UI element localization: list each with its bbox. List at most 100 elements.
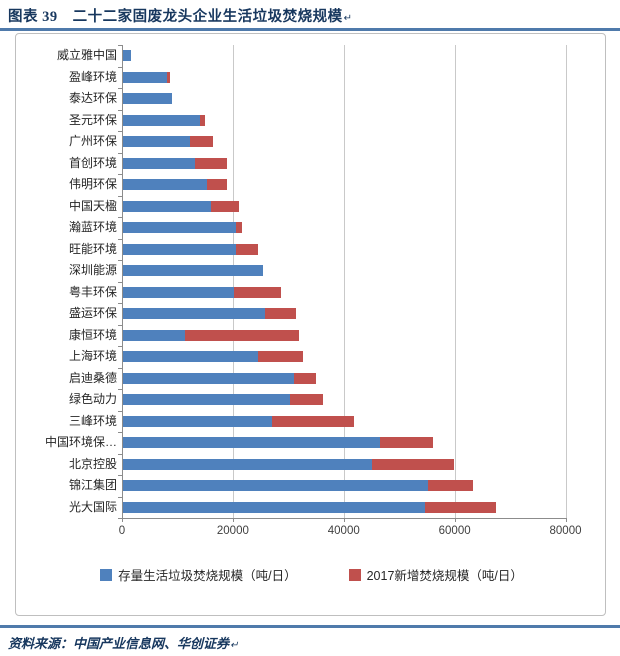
category-axis-tick [118,131,122,132]
category-label: 北京控股 [68,456,117,471]
category-label: 旺能环境 [68,241,117,256]
bar-segment-new-2017 [272,415,354,427]
gridline-x-80000 [565,45,567,518]
bar-segment-existing [123,372,294,384]
bar-segment-new-2017 [206,179,227,191]
value-axis-tick-label: 40000 [327,525,360,537]
category-axis-tick [118,66,122,68]
category-axis-tick [118,496,122,498]
bar-segment-new-2017 [194,157,227,169]
bar-segment-new-2017 [200,114,206,126]
bar-segment-new-2017 [184,329,300,341]
category-label: 盈峰环境 [68,69,117,84]
category-label: 锦江集团 [68,478,117,492]
bar-segment-new-2017 [236,222,242,234]
bar-segment-new-2017 [428,480,473,492]
legend-label-existing: 存量生活垃圾焚烧规模（吨/日） [118,569,297,583]
category-axis-tick [118,453,122,455]
bar-segment-new-2017 [258,351,303,363]
bar-segment-existing [123,265,264,277]
value-axis-tick [454,518,456,522]
bar-segment-existing [123,114,201,126]
legend-label-new-2017: 2017新增焚烧规模（吨/日） [366,569,523,583]
category-label: 圣元环保 [68,112,117,127]
category-label: 泰达环保 [68,91,117,105]
category-axis-tick [118,324,122,326]
bar-segment-existing [123,179,207,191]
title-divider-rule [0,28,620,31]
category-axis-tick [118,45,122,46]
gridline-x-20000 [232,45,234,518]
bar-segment-existing [123,243,237,255]
bar-segment-new-2017 [190,136,213,148]
bar-segment-existing [123,415,273,427]
bar-segment-existing [123,308,265,320]
bar-segment-new-2017 [424,501,496,513]
source-label: 资料来源： [8,636,74,651]
bar-segment-existing [123,480,429,492]
category-label: 瀚蓝环境 [68,220,117,234]
value-axis-tick [232,518,234,522]
category-axis-tick [118,109,122,111]
category-label: 粤丰环保 [68,284,117,299]
category-label: 广州环保 [68,134,117,148]
value-axis-tick [343,518,345,522]
value-axis-tick [565,518,567,522]
bar-segment-new-2017 [293,372,317,384]
bar-segment-new-2017 [211,200,240,212]
bar-segment-existing [123,93,172,105]
bar-segment-existing [123,329,185,341]
category-axis-tick [118,195,122,197]
bar-segment-existing [123,501,425,513]
category-label: 康恒环境 [68,327,117,342]
bar-segment-new-2017 [234,286,281,298]
bar-segment-existing [123,136,191,148]
category-axis-tick [118,389,122,390]
gridline-x-60000 [454,45,456,518]
category-label: 盛运环保 [68,306,117,320]
category-label: 三峰环境 [68,413,117,428]
category-label: 中国环境保… [44,435,117,449]
page-title: 图表 39 二十二家固废龙头企业生活垃圾焚烧规模↵ [8,5,353,26]
gridline-x-40000 [343,45,345,518]
value-axis-tick-label: 0 [118,525,126,537]
legend-swatch-new-2017-icon [348,568,361,581]
category-label: 首创环境 [68,155,117,170]
bar-segment-existing [123,222,237,234]
legend-item-new-2017: 2017新增焚烧规模（吨/日） [348,565,523,584]
bar-segment-new-2017 [289,394,324,406]
plot-area: 0 20000 40000 60000 80000 威立雅中国 盈峰环境 泰达环保 圣元环保 广州… [16,34,607,617]
source-note: 资料来源：中国产业信息网、华创证券↵ [8,633,238,652]
bar-segment-existing [123,200,212,212]
category-label: 伟明环保 [68,177,117,191]
category-axis-tick [118,88,122,89]
source-text: 中国产业信息网、华创证券 [73,636,230,651]
category-axis-tick [118,217,122,218]
category-axis-tick [118,174,122,175]
category-axis-tick [118,432,122,433]
category-label: 中国天楹 [68,198,117,213]
bar-segment-new-2017 [236,243,259,255]
bar-segment-new-2017 [264,308,296,320]
paragraph-mark-icon: ↵ [230,640,239,651]
category-axis-tick [118,152,122,154]
category-label: 上海环境 [68,349,117,363]
value-axis-tick-label: 60000 [438,525,471,537]
category-axis-tick [118,367,122,369]
category-label: 绿色动力 [68,392,117,406]
bar-segment-existing [123,437,381,449]
footer-divider-rule [0,625,620,628]
bar-segment-existing [123,458,373,470]
bar-segment-new-2017 [380,437,434,449]
paragraph-mark-icon: ↵ [343,13,353,24]
value-axis-tick-label: 80000 [549,525,582,537]
category-axis-tick [118,260,122,261]
category-label: 光大国际 [68,499,117,514]
value-axis-tick-label: 20000 [216,525,249,537]
legend-item-existing: 存量生活垃圾焚烧规模（吨/日） [100,565,297,584]
category-axis-tick [118,410,122,412]
category-axis-tick [118,475,122,476]
bar-segment-new-2017 [372,458,454,470]
category-axis-tick [118,518,122,519]
category-axis-tick [118,346,122,347]
